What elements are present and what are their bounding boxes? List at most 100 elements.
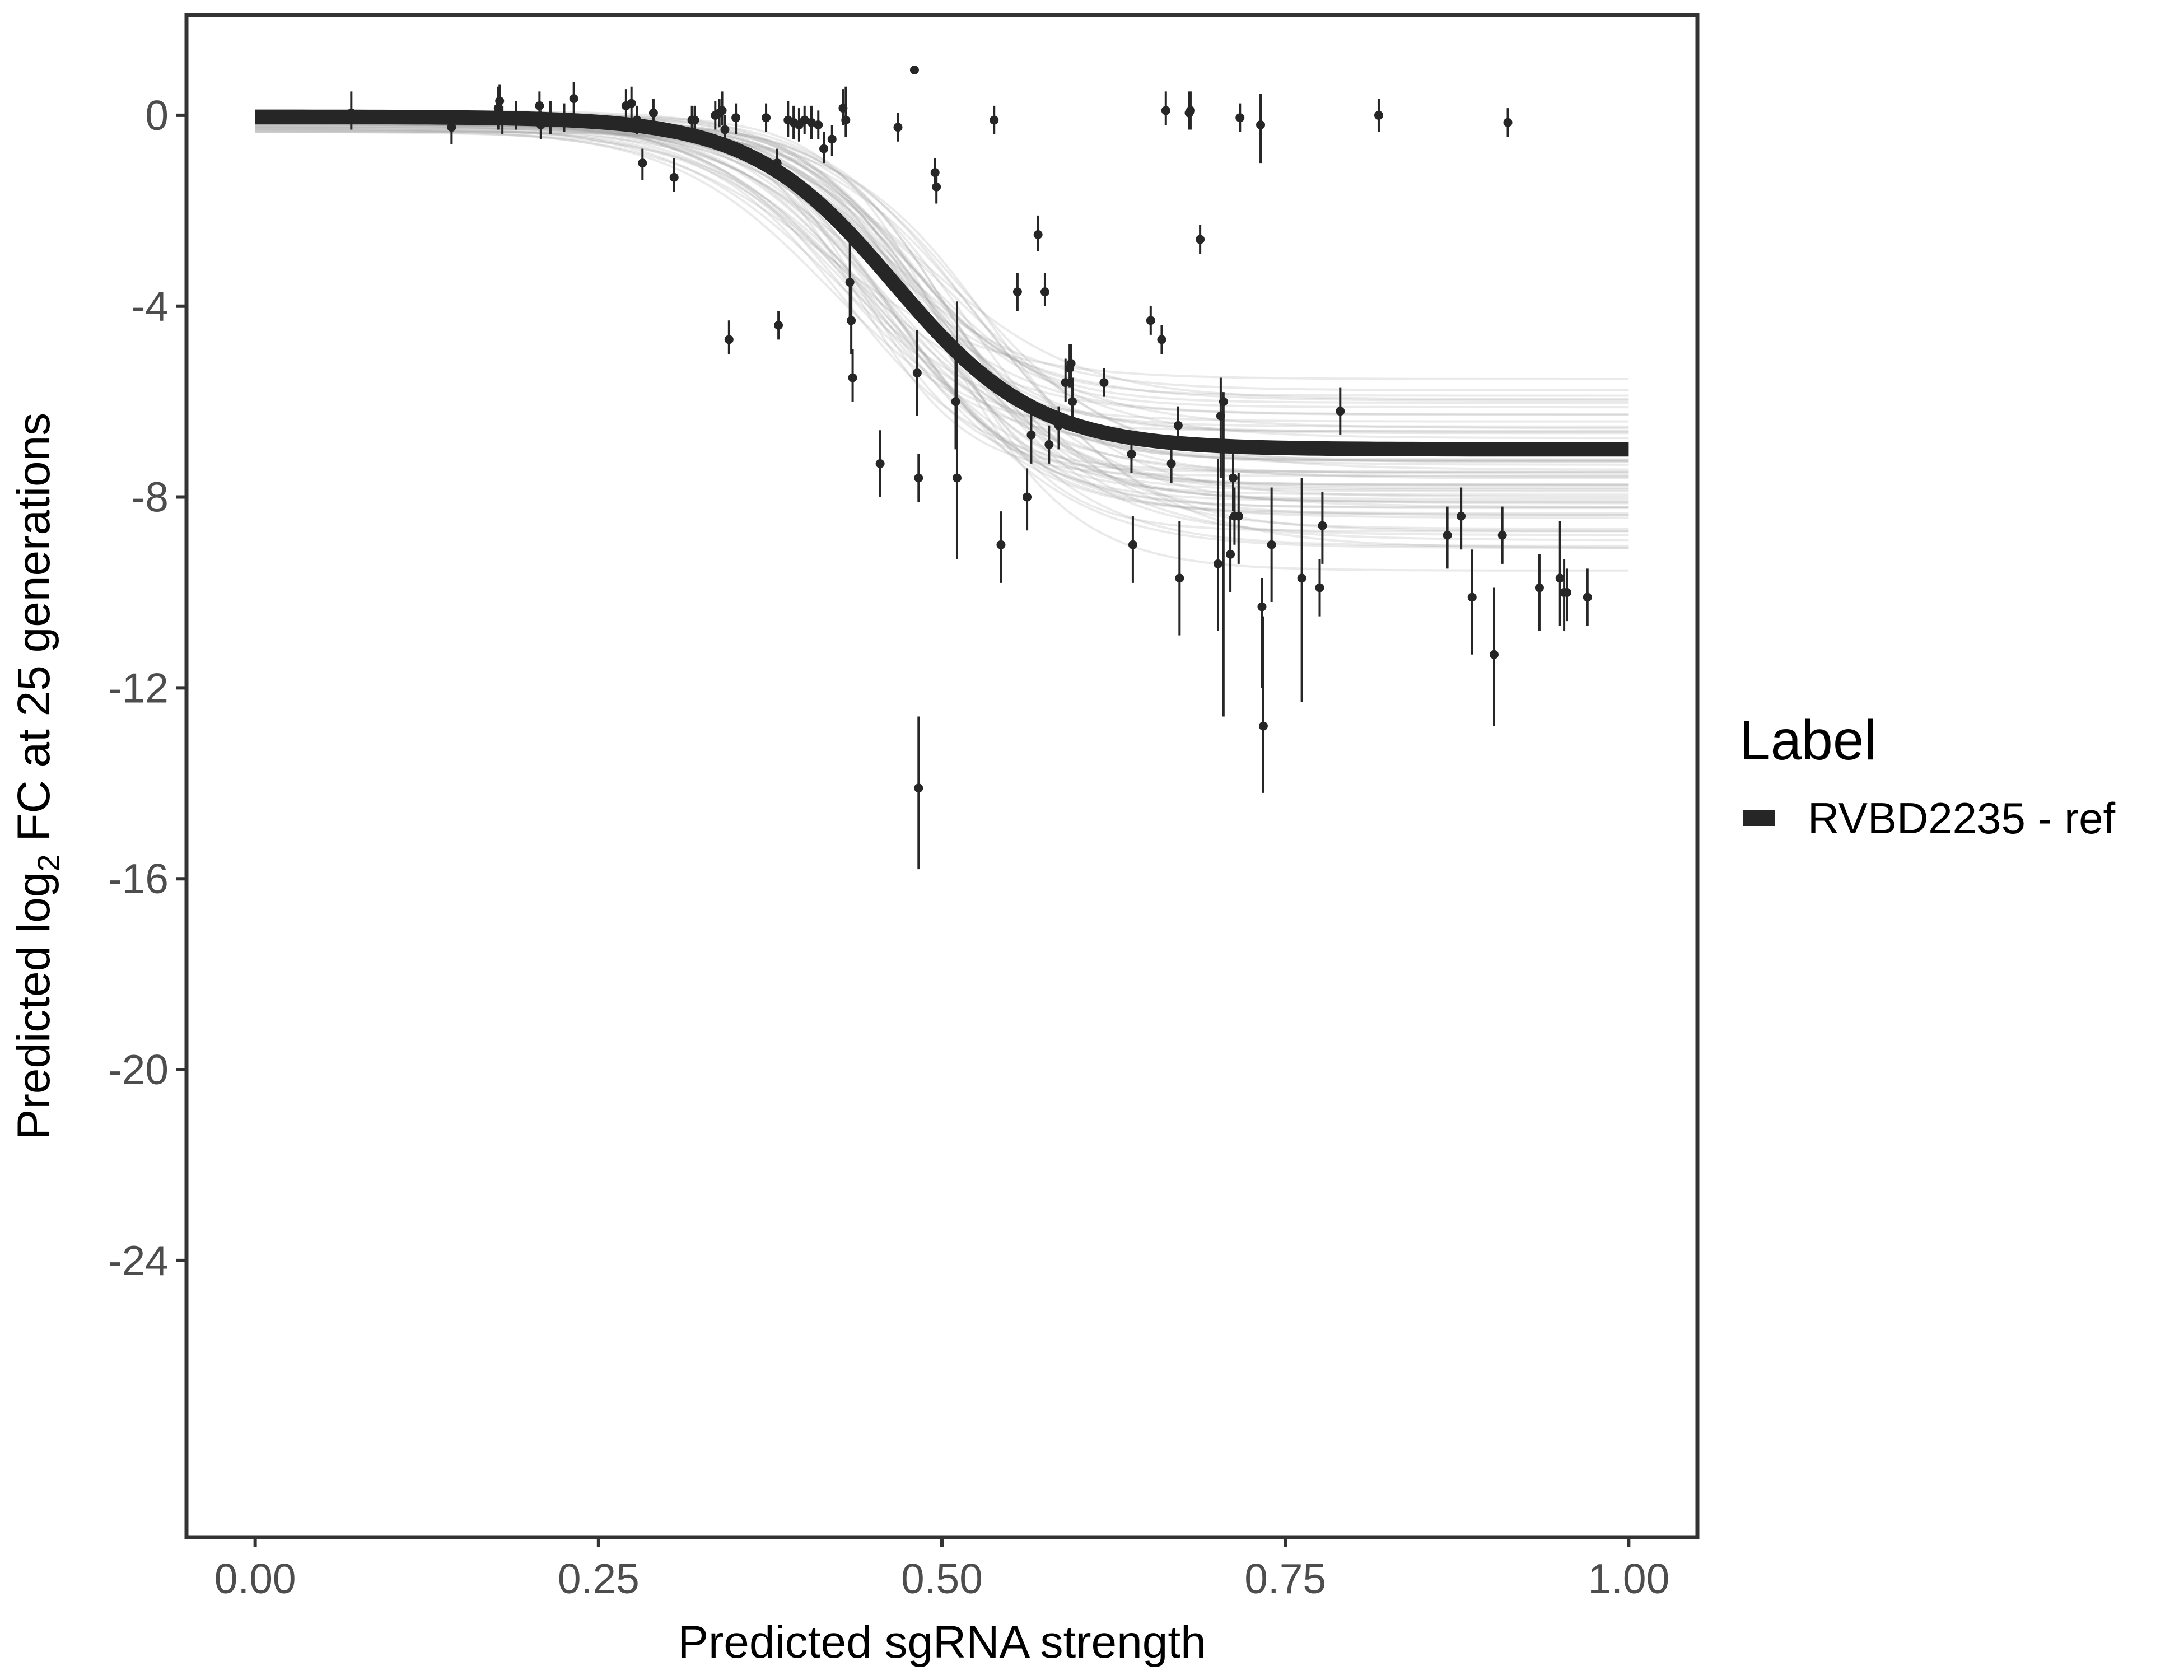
data-point — [1226, 549, 1235, 559]
data-point — [841, 115, 851, 125]
data-point — [932, 182, 941, 192]
data-point — [1257, 602, 1267, 612]
data-point — [1503, 118, 1513, 127]
data-point — [1583, 592, 1592, 602]
data-point — [669, 172, 679, 182]
y-axis-title-main: Predicted log — [8, 872, 59, 1140]
data-point — [648, 108, 658, 118]
data-point — [800, 115, 809, 125]
data-point — [1068, 397, 1077, 407]
data-point — [1061, 378, 1070, 388]
y-tick-label: -8 — [131, 474, 169, 521]
data-point — [1219, 397, 1228, 407]
data-point — [762, 113, 771, 123]
data-points — [347, 65, 1592, 870]
fit-curve — [255, 109, 1629, 457]
data-point — [1127, 449, 1136, 459]
data-point — [1297, 573, 1306, 583]
posterior-draw-line — [255, 123, 1629, 432]
data-point — [717, 106, 727, 115]
data-point — [1023, 492, 1032, 502]
posterior-draw-line — [255, 122, 1629, 493]
legend-title: Label — [1739, 709, 1877, 772]
data-point — [1497, 530, 1507, 540]
data-point — [1256, 120, 1266, 129]
posterior-draw-line — [255, 124, 1629, 423]
legend: Label RVBD2235 - ref — [1739, 709, 2115, 843]
data-point — [774, 320, 783, 330]
data-point — [1026, 430, 1036, 440]
legend-key-rvbd2235 — [1743, 810, 1775, 826]
y-tick-label: -12 — [108, 664, 169, 711]
posterior-draw-line — [255, 126, 1629, 504]
posterior-draw-line — [255, 128, 1629, 473]
data-point — [1175, 573, 1184, 583]
data-point — [1161, 106, 1170, 115]
y-tick-label: -16 — [108, 855, 169, 902]
data-point — [638, 158, 647, 168]
y-tick-label: -20 — [108, 1046, 169, 1093]
data-point — [720, 125, 730, 134]
data-point — [1534, 583, 1544, 592]
data-point — [1040, 287, 1049, 297]
posterior-draw-line — [255, 126, 1629, 508]
data-point — [535, 101, 544, 110]
data-point — [1128, 540, 1137, 549]
data-point — [724, 335, 734, 344]
data-point — [447, 123, 456, 132]
legend-label-rvbd2235: RVBD2235 - ref — [1808, 794, 2115, 843]
posterior-draw-line — [255, 123, 1629, 391]
y-axis-title-rest: FC at 25 generations — [8, 413, 59, 855]
data-point — [1166, 459, 1176, 468]
data-point — [1457, 511, 1466, 521]
data-point — [1258, 721, 1268, 731]
data-point — [1033, 230, 1043, 239]
x-tick-label: 1.00 — [1588, 1555, 1669, 1602]
data-point — [1235, 113, 1245, 123]
data-point — [990, 115, 999, 125]
y-tick-label: -4 — [131, 283, 169, 330]
data-point — [1234, 511, 1243, 521]
data-point — [996, 540, 1006, 549]
posterior-draw-line — [255, 123, 1629, 400]
y-axis-ticks: 0 -4 -8 -12 -16 -20 -24 — [108, 92, 186, 1284]
data-point — [909, 65, 919, 74]
data-point — [893, 123, 903, 132]
data-point — [819, 144, 829, 153]
data-point — [1318, 521, 1327, 530]
y-tick-label: -24 — [108, 1237, 169, 1284]
data-point — [912, 368, 922, 378]
data-point — [1044, 440, 1054, 449]
data-point — [930, 168, 940, 178]
x-tick-label: 0.00 — [214, 1555, 296, 1602]
data-point — [875, 459, 885, 468]
data-point — [1443, 530, 1452, 540]
posterior-draw-line — [255, 130, 1629, 461]
data-point — [814, 120, 823, 129]
x-tick-label: 0.25 — [558, 1555, 640, 1602]
x-axis-title: Predicted sgRNA strength — [678, 1617, 1206, 1668]
data-point — [827, 134, 837, 144]
data-point — [847, 316, 856, 325]
data-point — [914, 783, 923, 793]
data-point — [1267, 540, 1276, 549]
data-point — [951, 397, 960, 407]
data-point — [731, 113, 741, 123]
posterior-draw-line — [255, 128, 1629, 549]
x-tick-label: 0.50 — [901, 1555, 983, 1602]
data-point — [1066, 358, 1076, 368]
x-tick-label: 0.75 — [1244, 1555, 1326, 1602]
y-axis-title: Predicted log2 FC at 25 generations — [8, 413, 66, 1140]
data-point — [1228, 473, 1238, 483]
data-point — [495, 96, 505, 106]
data-point — [1374, 110, 1383, 120]
posterior-draw-line — [255, 130, 1629, 532]
data-point — [1099, 378, 1109, 388]
data-point — [1012, 287, 1022, 297]
data-point — [1315, 583, 1324, 592]
data-point — [914, 473, 923, 483]
data-point — [1196, 235, 1205, 244]
data-point — [848, 373, 857, 382]
data-point — [1157, 335, 1166, 344]
